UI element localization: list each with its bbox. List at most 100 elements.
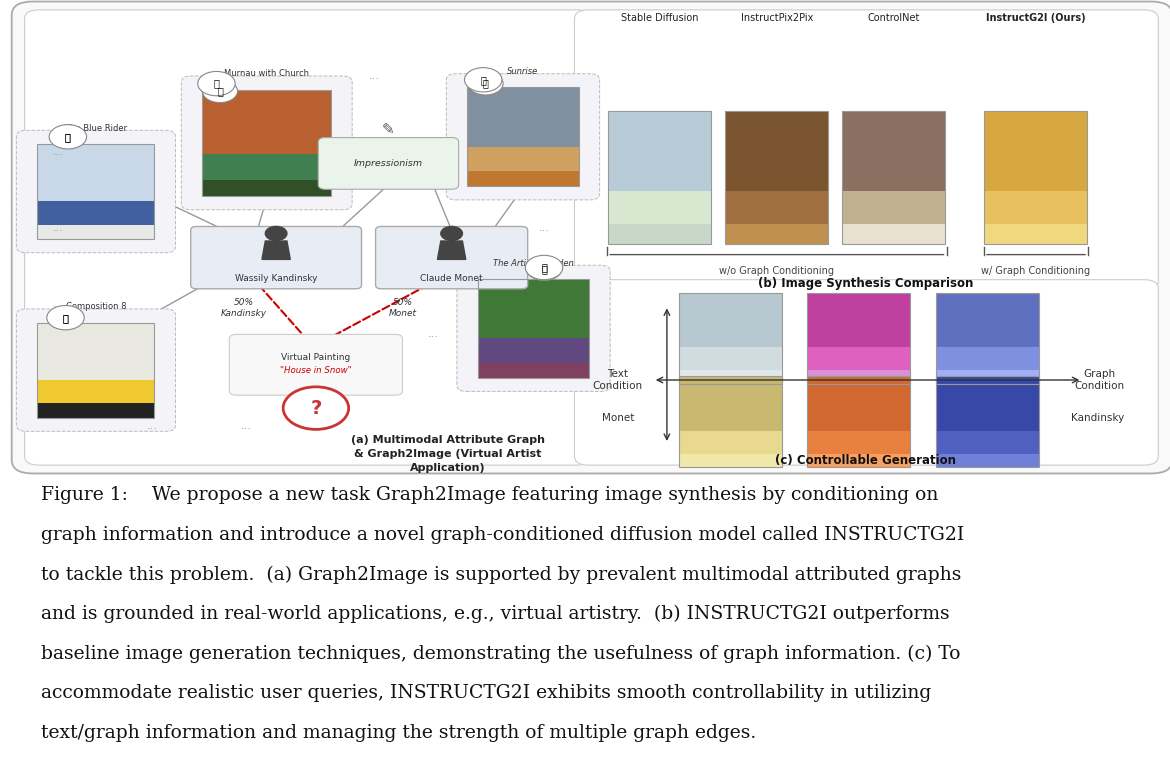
Text: w/o Graph Conditioning: w/o Graph Conditioning: [720, 266, 834, 276]
Circle shape: [48, 306, 83, 329]
Bar: [479, 279, 590, 378]
Bar: [725, 191, 828, 224]
Text: Stable Diffusion: Stable Diffusion: [621, 13, 698, 23]
Bar: [936, 376, 1039, 467]
Bar: [936, 293, 1039, 347]
Text: ...: ...: [53, 223, 64, 233]
Bar: [936, 370, 1039, 384]
Text: text/graph information and managing the strength of multiple graph edges.: text/graph information and managing the …: [41, 724, 756, 742]
Bar: [807, 293, 910, 384]
Bar: [468, 172, 579, 186]
Bar: [608, 191, 711, 224]
Circle shape: [464, 68, 502, 92]
Text: 50%
Kandinsky: 50% Kandinsky: [220, 298, 267, 318]
Bar: [468, 147, 579, 172]
FancyBboxPatch shape: [318, 138, 459, 189]
Circle shape: [198, 71, 235, 96]
Text: w/ Graph Conditioning: w/ Graph Conditioning: [980, 266, 1090, 276]
Text: ...: ...: [53, 299, 64, 309]
Text: 🎨: 🎨: [64, 131, 71, 142]
Bar: [202, 90, 331, 196]
Text: ...: ...: [53, 147, 64, 157]
Circle shape: [526, 258, 562, 280]
Text: Graph
Condition: Graph Condition: [1075, 369, 1124, 391]
Bar: [479, 363, 590, 378]
Text: Claude Monet: Claude Monet: [420, 274, 483, 283]
Bar: [202, 154, 331, 180]
FancyBboxPatch shape: [25, 10, 591, 465]
Bar: [936, 376, 1039, 431]
Text: ControlNet: ControlNet: [868, 13, 920, 23]
Bar: [807, 454, 910, 467]
Circle shape: [202, 80, 238, 103]
Text: baseline image generation techniques, demonstrating the usefulness of graph info: baseline image generation techniques, de…: [41, 644, 961, 663]
Bar: [807, 431, 910, 454]
FancyBboxPatch shape: [191, 226, 362, 289]
Bar: [679, 293, 782, 384]
Text: ...: ...: [146, 420, 158, 431]
Circle shape: [49, 125, 87, 149]
Text: Wassily Kandinsky: Wassily Kandinsky: [235, 274, 317, 283]
Bar: [807, 347, 910, 370]
Bar: [479, 338, 590, 363]
Bar: [679, 431, 782, 454]
Text: ✎: ✎: [383, 122, 394, 137]
Bar: [842, 224, 945, 245]
Bar: [679, 293, 782, 347]
Bar: [608, 224, 711, 245]
Bar: [37, 322, 154, 418]
FancyBboxPatch shape: [181, 76, 352, 210]
Text: Text
Condition: Text Condition: [593, 369, 642, 391]
Text: (a) Multimodal Attribute Graph
& Graph2Image (Virtual Artist
Application): (a) Multimodal Attribute Graph & Graph2I…: [351, 435, 545, 473]
Bar: [984, 112, 1087, 192]
Bar: [936, 293, 1039, 384]
Bar: [202, 180, 331, 196]
Bar: [984, 191, 1087, 224]
Circle shape: [525, 255, 563, 280]
Bar: [725, 112, 828, 192]
Text: 🎨: 🎨: [62, 312, 69, 323]
Text: InstructG2I (Ours): InstructG2I (Ours): [985, 13, 1086, 23]
Bar: [984, 112, 1087, 245]
FancyBboxPatch shape: [456, 265, 611, 391]
Bar: [842, 191, 945, 224]
Bar: [679, 347, 782, 370]
Text: 🎨: 🎨: [213, 78, 220, 89]
Bar: [608, 112, 711, 245]
Bar: [37, 201, 154, 225]
Text: Composition 8: Composition 8: [66, 302, 126, 312]
Text: 🎨: 🎨: [480, 74, 487, 85]
Text: and is grounded in real-world applications, e.g., virtual artistry.  (b) INSTRUC: and is grounded in real-world applicatio…: [41, 605, 950, 623]
Circle shape: [468, 72, 503, 95]
Polygon shape: [438, 241, 466, 259]
Bar: [725, 112, 828, 245]
Text: (c) Controllable Generation: (c) Controllable Generation: [776, 454, 956, 467]
Bar: [842, 112, 945, 245]
Text: ...: ...: [240, 420, 252, 431]
Text: 🎨: 🎨: [541, 264, 548, 274]
Bar: [936, 454, 1039, 467]
Text: ...: ...: [427, 329, 439, 340]
FancyBboxPatch shape: [376, 226, 528, 289]
Bar: [842, 112, 945, 192]
Text: ?: ?: [310, 398, 322, 418]
Text: accommodate realistic user queries, INSTRUCTG2I exhibits smooth controllability : accommodate realistic user queries, INST…: [41, 684, 931, 702]
Text: Monet: Monet: [601, 413, 634, 423]
Bar: [37, 322, 154, 379]
Bar: [37, 144, 154, 239]
Text: Murnau with Church: Murnau with Church: [225, 69, 309, 78]
Circle shape: [266, 226, 287, 240]
Bar: [725, 224, 828, 245]
Text: 50%
Monet: 50% Monet: [388, 298, 417, 318]
Text: Impressionism: Impressionism: [353, 159, 424, 168]
Bar: [202, 90, 331, 154]
Bar: [468, 87, 579, 147]
Bar: [936, 431, 1039, 454]
Text: Figure 1:    We propose a new task Graph2Image featuring image synthesis by cond: Figure 1: We propose a new task Graph2Im…: [41, 486, 938, 505]
Bar: [37, 144, 154, 201]
Bar: [936, 347, 1039, 370]
Text: (b) Image Synthesis Comparison: (b) Image Synthesis Comparison: [758, 277, 973, 290]
Bar: [679, 454, 782, 467]
Bar: [807, 376, 910, 431]
FancyBboxPatch shape: [12, 2, 1170, 473]
